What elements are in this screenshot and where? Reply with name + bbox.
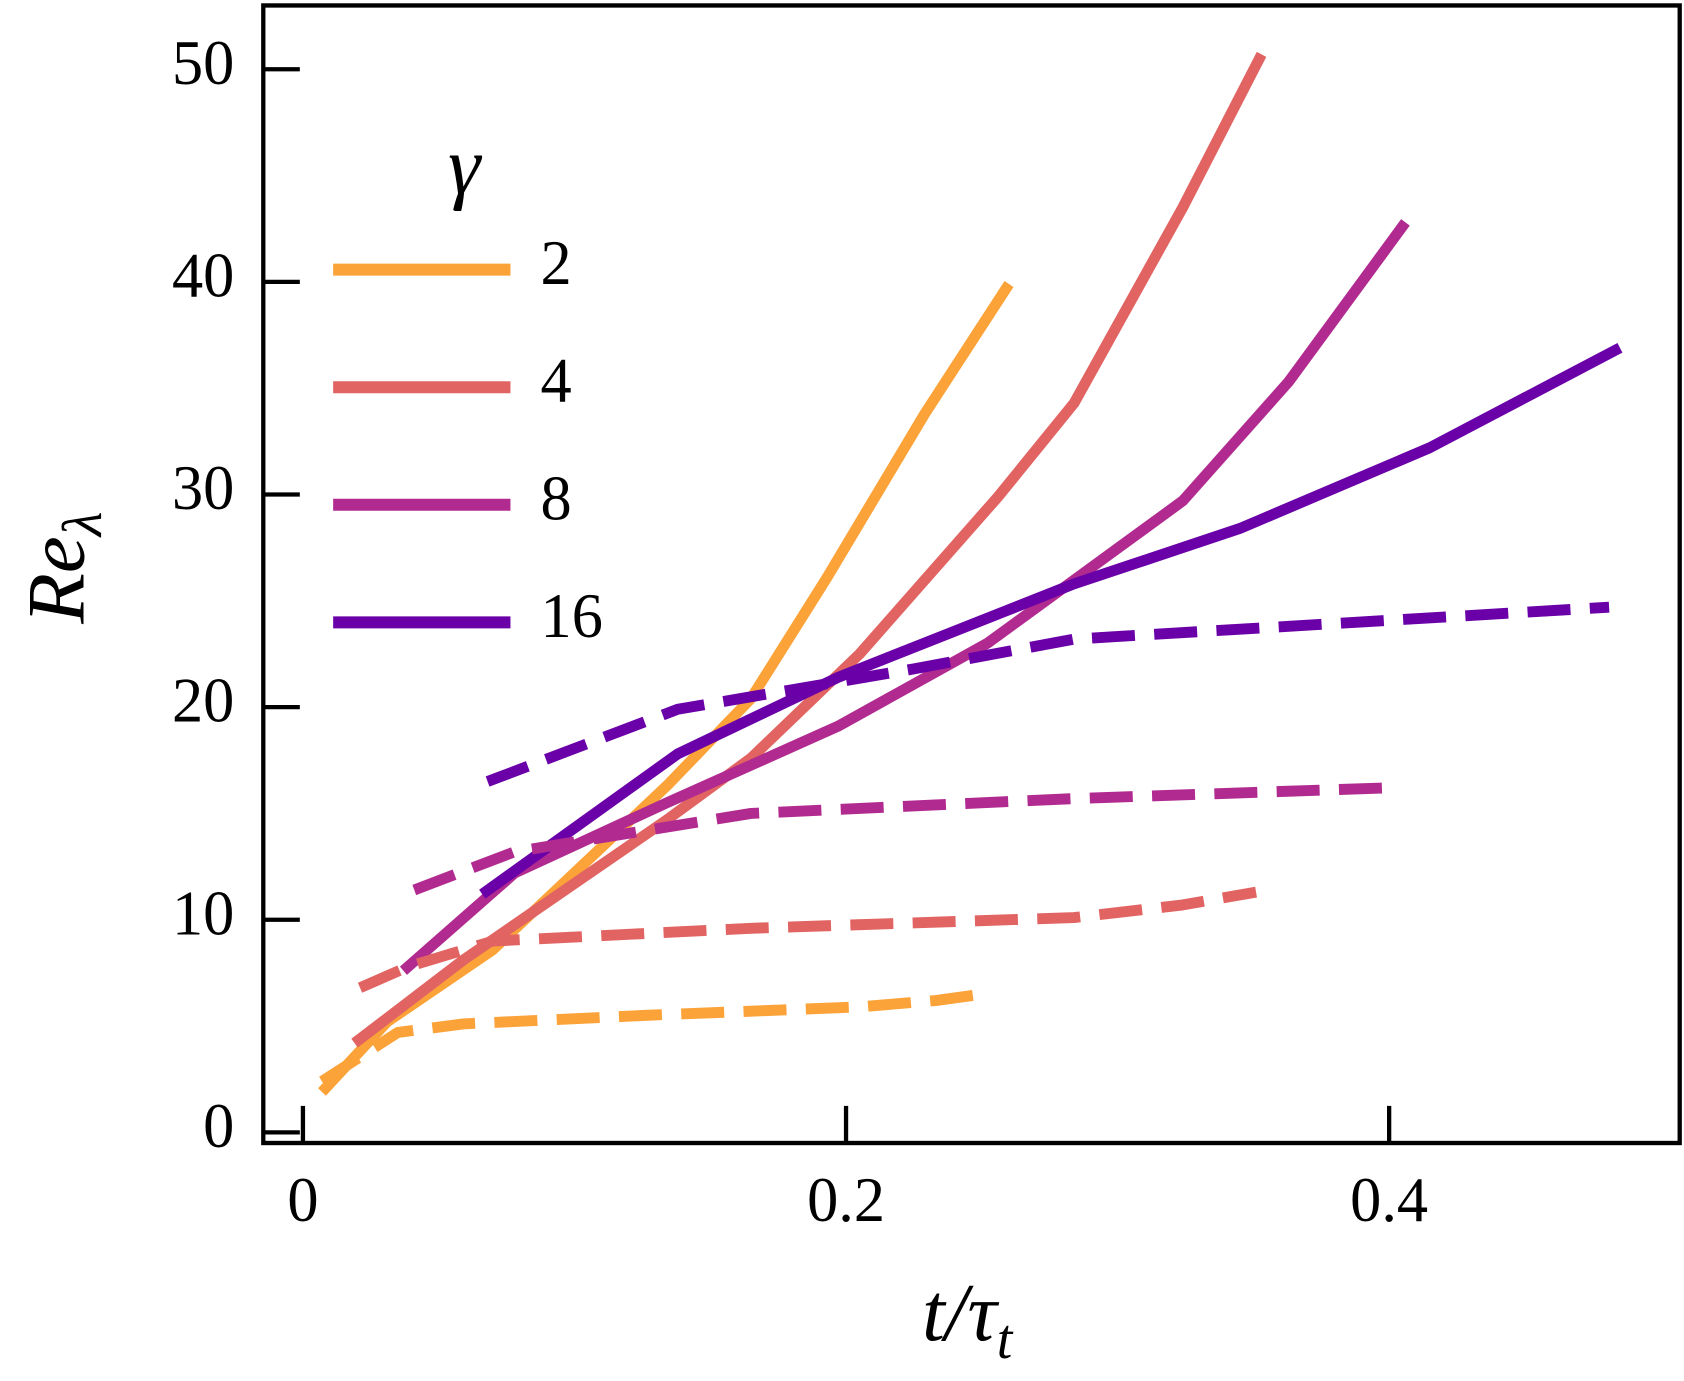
legend-label: 4 xyxy=(541,345,572,416)
y-tick-label: 40 xyxy=(172,240,234,311)
x-label-main: t/τ xyxy=(922,1266,999,1358)
legend-title: γ xyxy=(448,120,483,212)
series-layer xyxy=(318,51,1623,1096)
y-tick-label: 50 xyxy=(172,27,234,98)
series-line xyxy=(485,601,1610,787)
y-tick-label: 30 xyxy=(172,453,234,524)
series-line xyxy=(351,51,1267,1048)
y-label-sub: λ xyxy=(52,512,114,539)
series-line xyxy=(412,782,1387,896)
x-axis-label: t/τt xyxy=(922,1266,1013,1371)
x-tick-label: 0 xyxy=(287,1164,318,1235)
x-label-sub: t xyxy=(997,1309,1014,1371)
y-axis-label: Reλ xyxy=(11,512,114,625)
series-line xyxy=(479,342,1623,899)
legend-label: 16 xyxy=(541,580,603,651)
x-tick-label: 0.2 xyxy=(807,1164,885,1235)
x-tick-label: 0.4 xyxy=(1350,1164,1428,1235)
y-tick-label: 10 xyxy=(172,878,234,949)
plot-frame xyxy=(261,3,1682,1146)
y-label-main: Re xyxy=(11,536,101,625)
series-line xyxy=(319,988,983,1086)
legend-label: 8 xyxy=(541,463,572,534)
legend-label: 2 xyxy=(541,228,572,299)
series-line xyxy=(357,886,1257,993)
y-tick-label: 0 xyxy=(203,1090,234,1161)
y-tick-label: 20 xyxy=(172,665,234,736)
series-line xyxy=(399,219,1410,975)
